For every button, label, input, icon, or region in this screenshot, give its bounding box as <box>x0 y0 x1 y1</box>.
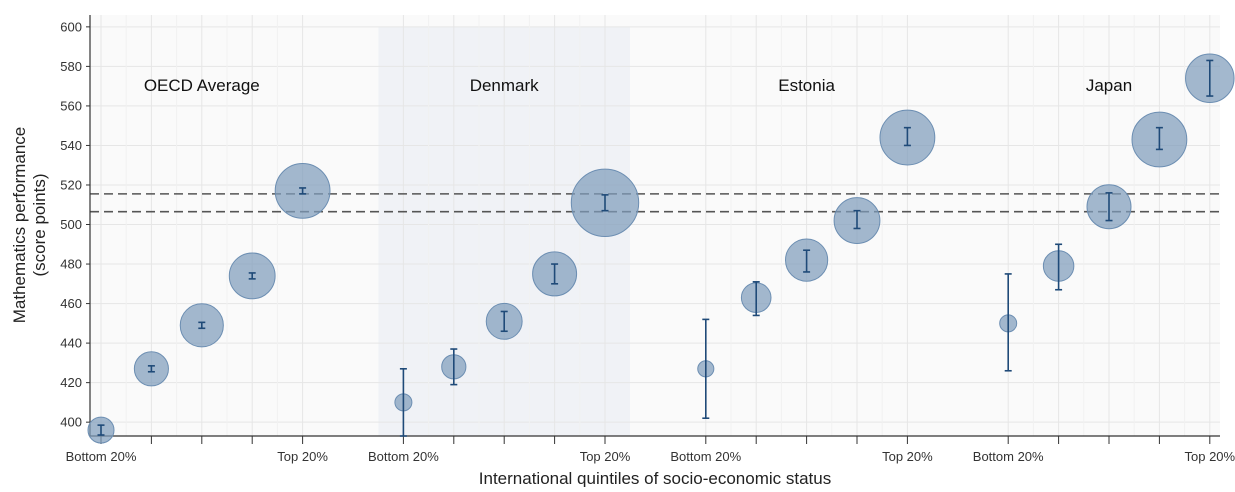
group-labels: OECD Average Denmark Estonia Japan <box>144 76 1132 95</box>
error-bar <box>803 249 811 273</box>
y-axis-title-line2: (score points) <box>30 174 49 277</box>
error-bar <box>1206 59 1214 97</box>
y-tick-label: 460 <box>60 296 82 311</box>
error-bar <box>399 367 407 437</box>
error-bar <box>299 187 307 195</box>
x-tick-label: Bottom 20% <box>973 449 1044 464</box>
x-tick-label: Top 20% <box>580 449 631 464</box>
error-bar <box>1105 192 1113 222</box>
error-bar <box>147 365 155 373</box>
y-axis-title-line1: Mathematics performance <box>10 127 29 324</box>
error-bar <box>903 126 911 147</box>
y-tick-label: 520 <box>60 177 82 192</box>
y-tick-label: 540 <box>60 138 82 153</box>
error-bar <box>97 424 105 436</box>
group-label: Japan <box>1086 76 1132 95</box>
y-tick-label: 480 <box>60 257 82 272</box>
y-tick-label: 500 <box>60 217 82 232</box>
axes <box>89 15 1220 437</box>
x-axis-title: International quintiles of socio-economi… <box>479 469 831 487</box>
error-bars <box>97 59 1214 437</box>
group-label: Estonia <box>778 76 835 95</box>
x-tick-label: Bottom 20% <box>66 449 137 464</box>
error-bar <box>853 209 861 230</box>
error-bar <box>1004 273 1012 372</box>
y-tick-label: 560 <box>60 98 82 113</box>
error-bar <box>752 281 760 317</box>
x-tick-label: Top 20% <box>1185 449 1235 464</box>
error-bar <box>551 263 559 285</box>
error-bar <box>702 318 710 420</box>
x-tick-label: Top 20% <box>882 449 933 464</box>
grid-lines <box>90 15 1220 436</box>
x-tick-label: Top 20% <box>277 449 328 464</box>
group-label: OECD Average <box>144 76 260 95</box>
error-bar <box>450 348 458 386</box>
y-ticks: 400 420 440 460 480 500 520 540 560 580 600 <box>60 19 90 430</box>
x-tick-label: Bottom 20% <box>670 449 741 464</box>
error-bar <box>248 272 256 280</box>
error-bar <box>500 310 508 333</box>
x-tick-label: Bottom 20% <box>368 449 439 464</box>
group-label: Denmark <box>470 76 539 95</box>
y-tick-label: 420 <box>60 375 82 390</box>
plot-background <box>90 15 1220 436</box>
x-ticks: Bottom 20% Top 20% Bottom 20% Top 20% Bottom… <box>66 436 1235 464</box>
y-tick-label: 400 <box>60 415 82 430</box>
error-bar <box>1155 126 1163 151</box>
error-bar <box>1055 243 1063 291</box>
error-bar <box>601 194 609 212</box>
y-tick-label: 580 <box>60 59 82 74</box>
y-tick-label: 440 <box>60 336 82 351</box>
y-tick-label: 600 <box>60 19 82 34</box>
error-bar <box>198 321 206 330</box>
